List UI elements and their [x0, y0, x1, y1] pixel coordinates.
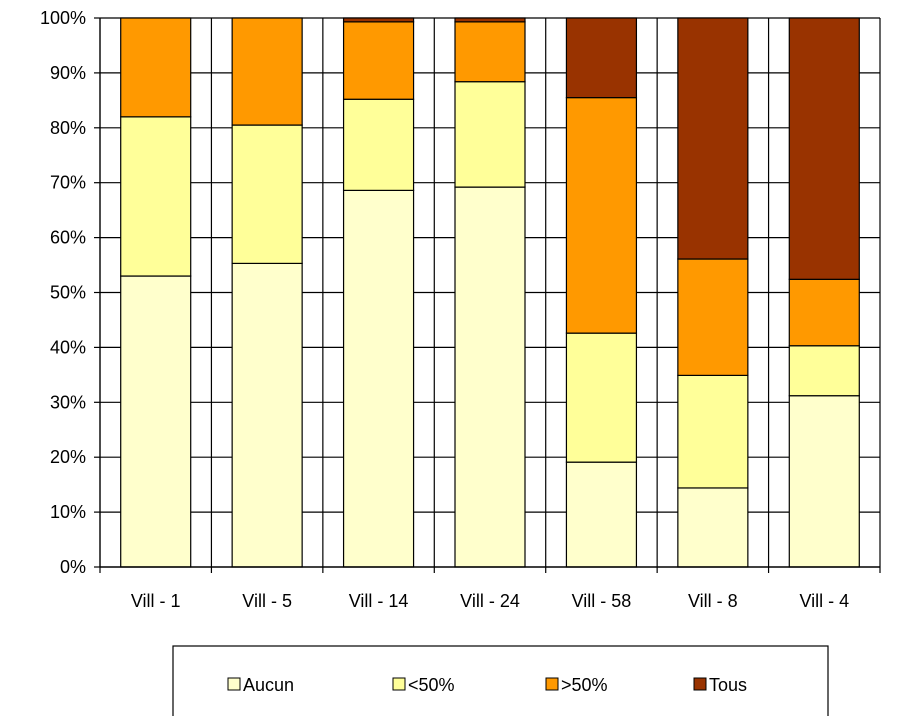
bar-segment-50-4 — [565, 97, 638, 334]
x-tick-label: Vill - 24 — [460, 591, 520, 611]
bar-segment-Aucun-4 — [565, 461, 638, 568]
bar-segment-Tous-5 — [677, 17, 749, 260]
y-tick-label: 80% — [50, 118, 86, 138]
bar-segment-50-2 — [342, 98, 415, 191]
legend-label: Aucun — [243, 675, 294, 695]
x-tick-labels: Vill - 1 Vill - 5 Vill - 14 Vill - 24 Vill -… — [131, 591, 849, 611]
legend-label: >50% — [561, 675, 608, 695]
legend-swatch-50 — [392, 677, 406, 691]
y-tick-label: 50% — [50, 283, 86, 303]
legend: Aucun <50% >50% Tous — [172, 645, 829, 716]
y-tick-label: 100% — [40, 8, 86, 28]
y-tick-labels: 0% 10% 20% 30% 40% 50% 60% 70% 80% 90% 100% — [40, 8, 86, 577]
bar-segment-Aucun-3 — [454, 186, 526, 568]
x-tick-label: Vill - 4 — [799, 591, 849, 611]
bar-segment-50-0 — [120, 17, 192, 118]
bars — [120, 17, 860, 568]
bar-segment-Tous-4 — [565, 17, 638, 99]
bar-segment-50-0 — [120, 116, 192, 277]
y-tick-label: 20% — [50, 447, 86, 467]
y-tick-label: 70% — [50, 173, 86, 193]
legend-box — [172, 645, 829, 716]
bar-segment-50-3 — [454, 81, 526, 188]
bar-segment-50-5 — [677, 258, 749, 376]
y-tick-label: 0% — [60, 557, 86, 577]
y-tick-label: 60% — [50, 228, 86, 248]
bar-segment-Tous-6 — [788, 17, 860, 280]
legend-swatch-Tous — [693, 677, 707, 691]
legend-swatch-Aucun — [227, 677, 241, 691]
axes — [94, 17, 881, 573]
x-tick-label: Vill - 5 — [242, 591, 292, 611]
bar-segment-Aucun-1 — [231, 262, 303, 568]
x-tick-label: Vill - 8 — [688, 591, 738, 611]
y-tick-label: 40% — [50, 337, 86, 357]
bar-segment-50-4 — [565, 332, 638, 463]
bar-segment-Aucun-6 — [788, 395, 860, 568]
bar-segment-50-3 — [454, 21, 526, 83]
bar-segment-50-6 — [788, 278, 860, 347]
bar-segment-Tous-3 — [454, 17, 526, 23]
bar-segment-50-2 — [342, 21, 415, 100]
y-tick-label: 90% — [50, 63, 86, 83]
bar-segment-50-1 — [231, 124, 303, 265]
bar-segment-50-1 — [231, 17, 303, 126]
bar-segment-50-5 — [677, 374, 749, 489]
legend-label: <50% — [408, 675, 455, 695]
x-tick-label: Vill - 58 — [572, 591, 632, 611]
bar-segment-50-6 — [788, 345, 860, 397]
bar-segment-Tous-2 — [342, 17, 415, 23]
legend-label: Tous — [709, 675, 747, 695]
x-tick-label: Vill - 1 — [131, 591, 181, 611]
bar-segment-Aucun-2 — [342, 189, 415, 568]
legend-swatch-50 — [545, 677, 559, 691]
y-tick-label: 30% — [50, 392, 86, 412]
x-tick-label: Vill - 14 — [349, 591, 409, 611]
bar-segment-Aucun-0 — [120, 275, 192, 568]
y-tick-label: 10% — [50, 502, 86, 522]
bar-segment-Aucun-5 — [677, 487, 749, 568]
